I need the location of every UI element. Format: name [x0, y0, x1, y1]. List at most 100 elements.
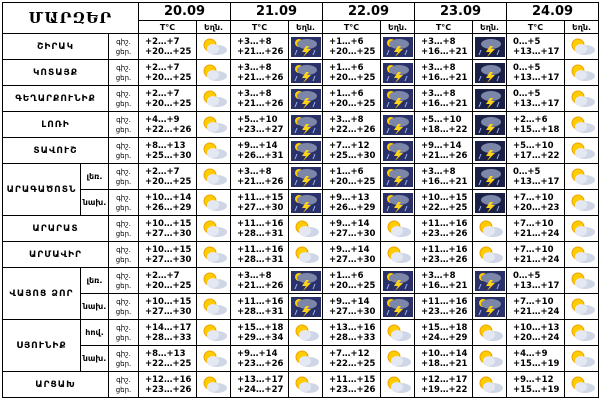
sun-cloud-icon: [198, 115, 230, 135]
night-temperature: +2…+7: [145, 166, 180, 177]
time-of-day-labels: գիշ. ցեր.: [107, 189, 140, 216]
thunderstorm-icon: [382, 36, 414, 57]
thunderstorm-icon: [290, 36, 322, 57]
weather-icon-cell: [196, 345, 232, 372]
weather-icon-cell: [380, 215, 416, 242]
sun-cloud-icon: [198, 297, 230, 317]
day-temperature: +17…+22: [513, 150, 560, 161]
region-name: ԼՈՌԻ: [2, 111, 109, 138]
day-temperature: +21…+24: [513, 306, 560, 317]
night-temperature: +11…+15: [237, 192, 284, 203]
time-of-day-labels: գիշ. ցեր.: [107, 163, 140, 190]
weather-icon-cell: [380, 33, 416, 60]
weather-icon-cell: [472, 241, 508, 268]
day-label: ցեր.: [115, 281, 132, 290]
thunderstorm-icon: [290, 88, 322, 109]
thunderstorm-icon: [474, 166, 506, 187]
region-name: ՎԱՅՈՑ ՁՈՐ: [2, 267, 81, 320]
temperature-cell: +9…+14 +26…+31: [230, 137, 290, 164]
day-temperature: +21…+24: [513, 228, 560, 239]
day-temperature: +13…+17: [513, 176, 560, 187]
day-temperature: +20…+25: [145, 46, 192, 57]
day-temperature: +21…+26: [237, 98, 284, 109]
sun-cloud-icon: [566, 219, 598, 239]
temperature-cell: +8…+13 +22…+25: [138, 345, 198, 372]
sun-cloud-icon: [198, 141, 230, 161]
time-of-day-labels: գիշ. ցեր.: [107, 293, 140, 320]
region-name: ԱՐՑԱԽ: [2, 371, 109, 398]
subregion-name: լեռ.: [80, 267, 109, 294]
night-temperature: +2…+7: [145, 36, 180, 47]
night-temperature: +3…+8: [421, 166, 456, 177]
thunderstorm-icon: [290, 114, 322, 135]
day-temperature: +23…+26: [421, 306, 468, 317]
day-temperature: +20…+25: [145, 98, 192, 109]
weather-icon-cell: [564, 85, 600, 112]
day-temperature: +20…+25: [329, 46, 376, 57]
time-of-day-labels: գիշ. ցեր.: [107, 267, 140, 294]
weather-column-header: Եղն.: [288, 20, 324, 34]
weather-icon-cell: [380, 59, 416, 86]
weather-icon-cell: [472, 319, 508, 346]
subregion-name: լեռ.: [80, 163, 109, 190]
date-header: 24.09: [506, 2, 600, 21]
table-row: ԿՈՏԱՅՔ գիշ. ցեր. +2…+7 +20…+25 +3…+8 +21…+26 +1…: [2, 59, 600, 86]
temperature-cell: +9…+14 +27…+30: [322, 293, 382, 320]
weather-icon-cell: [380, 111, 416, 138]
sun-cloud-icon: [566, 141, 598, 161]
night-label: գիշ.: [116, 323, 131, 332]
temperature-cell: +1…+6 +20…+25: [322, 59, 382, 86]
time-of-day-labels: գիշ. ցեր.: [107, 345, 140, 372]
day-temperature: +21…+24: [513, 254, 560, 265]
day-temperature: +22…+25: [329, 358, 376, 369]
sun-cloud-icon: [198, 219, 230, 239]
weather-icon-cell: [288, 371, 324, 398]
night-label: գիշ.: [116, 141, 131, 150]
day-temperature: +16…+21: [421, 176, 468, 187]
subregion-name: հով.: [80, 319, 109, 346]
day-label: ցեր.: [115, 125, 132, 134]
night-temperature: +1…+6: [329, 166, 364, 177]
night-temperature: +2…+7: [145, 62, 180, 73]
day-temperature: +13…+17: [513, 98, 560, 109]
weather-icon-cell: [564, 111, 600, 138]
night-temperature: +1…+6: [329, 270, 364, 281]
night-temperature: +10…+15: [145, 218, 192, 229]
table-row: նախ. գիշ. ցեր. +10…+15 +27…+30 +11…+16 +28…+31…: [3, 293, 600, 320]
sun-cloud-icon: [290, 323, 322, 343]
night-temperature: +3…+8: [237, 166, 272, 177]
temperature-cell: +1…+6 +20…+25: [322, 163, 382, 190]
day-temperature: +23…+26: [237, 358, 284, 369]
temperature-cell: +4…+9 +15…+19: [506, 345, 566, 372]
day-temperature: +27…+30: [329, 254, 376, 265]
day-temperature: +21…+26: [237, 72, 284, 83]
night-temperature: +11…+16: [421, 296, 468, 307]
day-temperature: +20…+24: [513, 332, 560, 343]
night-temperature: +5…+10: [421, 114, 462, 125]
region-name: ԳԵՂԱՐՔՈՒՆԻՔ: [2, 85, 109, 112]
temperature-cell: +5…+10 +23…+27: [230, 111, 290, 138]
region-name: ԱՐԱՐԱՏ: [2, 215, 109, 242]
time-of-day-labels: գիշ. ցեր.: [107, 137, 140, 164]
temperature-cell: +10…+15 +27…+30: [138, 241, 198, 268]
day-temperature: +19…+22: [421, 384, 468, 395]
night-temperature: +3…+8: [421, 36, 456, 47]
weather-icon-cell: [288, 319, 324, 346]
temperature-cell: +3…+8 +16…+21: [414, 33, 474, 60]
time-of-day-labels: գիշ. ցեր.: [107, 85, 140, 112]
weather-icon-cell: [288, 85, 324, 112]
night-temperature: +10…+14: [145, 192, 192, 203]
weather-column-header: Եղն.: [472, 20, 508, 34]
temperature-cell: +2…+6 +15…+18: [506, 111, 566, 138]
sun-cloud-icon: [566, 375, 598, 395]
time-of-day-labels: գիշ. ցեր.: [107, 319, 140, 346]
sun-cloud-icon: [198, 167, 230, 187]
thunderstorm-icon: [474, 36, 506, 57]
night-label: գիշ.: [116, 349, 131, 358]
region-name: ՍՅՈՒՆԻՔ: [2, 319, 81, 372]
table-row: ԱՐԱԳԱԾՈՏՆ լեռ. գիշ. ցեր. +2…+7 +20…+25 +3…+8 +2…: [2, 163, 600, 216]
weather-icon-cell: [380, 293, 416, 320]
night-temperature: +2…+6: [513, 114, 548, 125]
thunderstorm-icon: [290, 166, 322, 187]
time-of-day-labels: գիշ. ցեր.: [107, 215, 140, 242]
